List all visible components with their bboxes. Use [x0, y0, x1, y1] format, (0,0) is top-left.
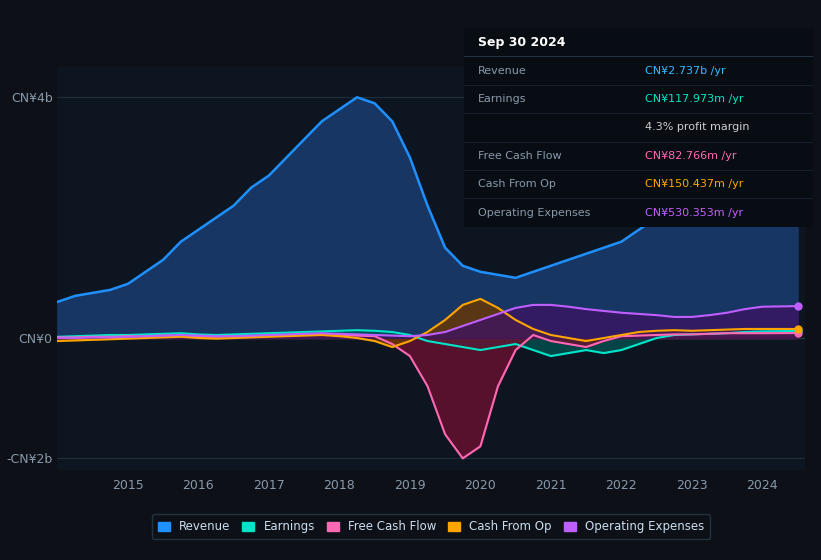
Text: CN¥530.353m /yr: CN¥530.353m /yr [645, 208, 744, 218]
Point [791, 326, 804, 335]
Text: Operating Expenses: Operating Expenses [478, 208, 590, 218]
Text: Revenue: Revenue [478, 66, 526, 76]
Text: CN¥2.737b /yr: CN¥2.737b /yr [645, 66, 726, 76]
Point [791, 324, 804, 333]
Point [791, 302, 804, 311]
Legend: Revenue, Earnings, Free Cash Flow, Cash From Op, Operating Expenses: Revenue, Earnings, Free Cash Flow, Cash … [152, 514, 710, 539]
Text: Earnings: Earnings [478, 94, 526, 104]
Text: Sep 30 2024: Sep 30 2024 [478, 36, 566, 49]
Text: 4.3% profit margin: 4.3% profit margin [645, 123, 750, 132]
Text: CN¥150.437m /yr: CN¥150.437m /yr [645, 179, 744, 189]
Point [791, 169, 804, 178]
Text: Cash From Op: Cash From Op [478, 179, 556, 189]
Point [791, 329, 804, 338]
Text: CN¥117.973m /yr: CN¥117.973m /yr [645, 94, 744, 104]
Text: Free Cash Flow: Free Cash Flow [478, 151, 562, 161]
Text: CN¥82.766m /yr: CN¥82.766m /yr [645, 151, 736, 161]
